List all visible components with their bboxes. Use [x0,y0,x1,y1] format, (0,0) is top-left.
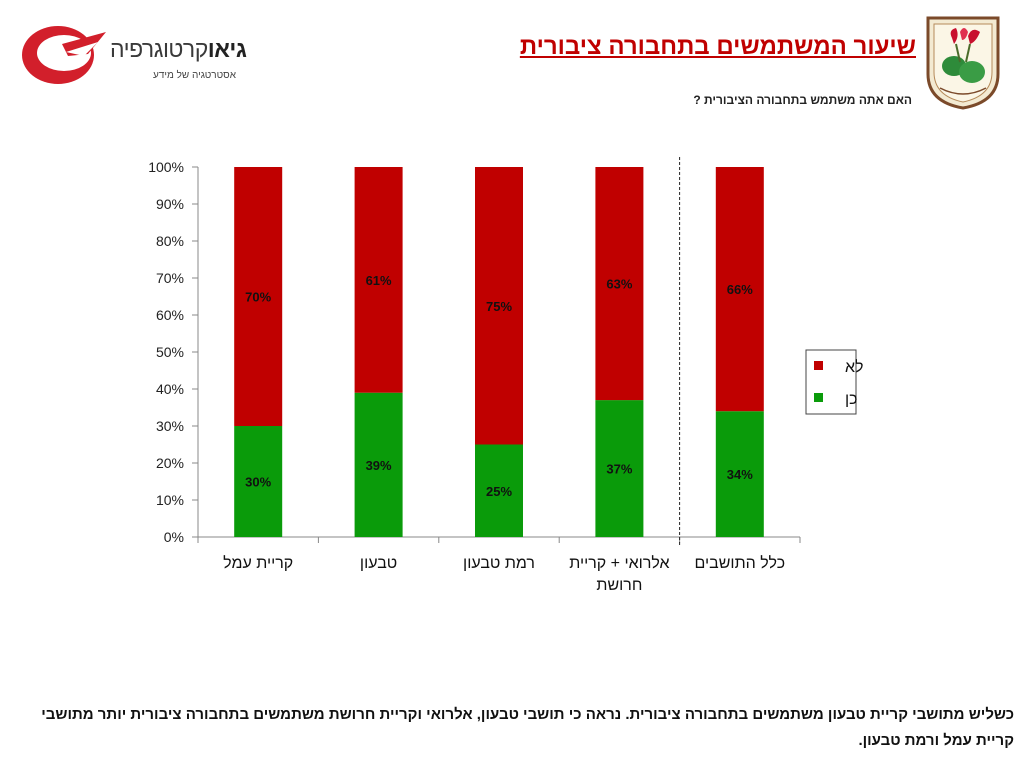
data-label-yes: 34% [727,467,753,482]
slide-title: שיעור המשתמשים בתחבורה ציבורית [519,33,916,60]
data-label-yes: 25% [486,484,512,499]
bar-no [475,167,523,445]
y-tick-label: 100% [148,159,184,175]
summary-text: כשליש מתושבי קריית טבעון משתמשים בתחבורה… [41,706,1014,749]
bar-yes [354,392,403,537]
bar-yes [234,426,283,537]
bar-no [595,167,644,401]
data-label-no: 66% [727,282,753,297]
data-label-no: 70% [245,290,271,305]
bar-no [234,167,283,426]
brand-name: גיאוקרטוגרפיה [110,36,247,62]
data-label-yes: 39% [366,458,392,473]
x-category-label: טבעון [360,555,397,572]
x-category-label: כלל התושבים [694,554,785,572]
legend-swatch [814,393,823,402]
data-label-no: 75% [486,299,512,314]
y-tick-label: 0% [164,529,184,545]
brand-tagline: אסטרטגיה של מידע [153,70,236,81]
data-label-yes: 37% [606,462,632,477]
council-emblem [926,16,1000,110]
y-tick-label: 60% [156,307,184,323]
y-tick-label: 40% [156,381,184,397]
data-label-no: 63% [606,277,632,292]
x-category-label: אלרואי + קריית חרושת [569,554,669,594]
survey-question: האם אתה משתמש בתחבורה הציבורית ? [693,93,912,107]
bar-yes [475,444,523,537]
legend-swatch [814,361,823,370]
data-label-yes: 30% [245,475,271,490]
geocartography-logo: גיאוקרטוגרפיה אסטרטגיה של מידע [18,22,268,92]
legend-box [805,349,857,415]
y-tick-label: 80% [156,233,184,249]
y-tick-label: 50% [156,344,184,360]
bar-no [715,167,764,412]
bar-yes [715,411,764,537]
data-label-no: 61% [366,273,392,288]
legend-label: כן [845,391,858,408]
y-tick-label: 30% [156,418,184,434]
legend-label: לא [845,358,864,376]
y-tick-label: 20% [156,455,184,471]
bar-yes [595,400,644,537]
x-category-label: רמת טבעון [463,555,535,572]
y-tick-label: 10% [156,492,184,508]
geocartography-logo-mark [22,26,106,84]
y-tick-label: 90% [156,196,184,212]
bar-no [354,167,403,393]
y-tick-label: 70% [156,270,184,286]
x-category-label: קריית עמל [223,554,293,572]
